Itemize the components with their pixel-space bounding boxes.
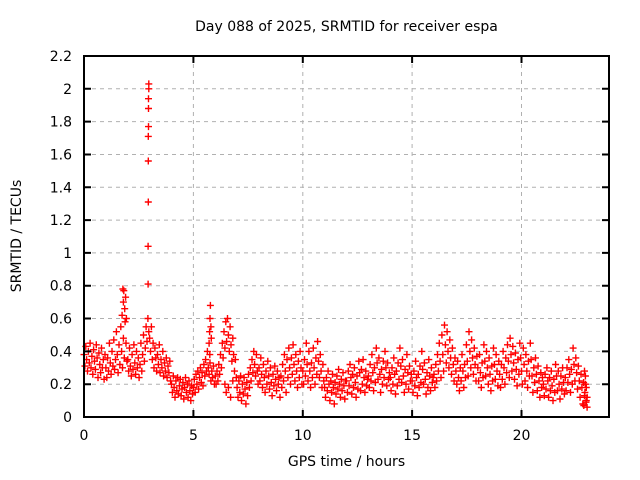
y-tick-label: 0.8 <box>50 279 72 295</box>
x-tick-label: 0 <box>80 428 89 444</box>
x-tick-label: 10 <box>294 428 312 444</box>
y-tick-label: 0 <box>63 410 72 426</box>
data-points <box>80 80 591 411</box>
x-tick-label: 5 <box>189 428 198 444</box>
plot-border <box>83 55 610 418</box>
y-tick-label: 0.4 <box>50 344 72 360</box>
y-tick-label: 1.8 <box>50 115 72 131</box>
chart-title: Day 088 of 2025, SRMTID for receiver esp… <box>195 19 498 35</box>
x-tick-label: 15 <box>403 428 421 444</box>
y-tick-label: 1.4 <box>50 180 72 196</box>
x-tick-label: 20 <box>513 428 531 444</box>
y-tick-label: 2 <box>63 82 72 98</box>
y-tick-label: 1.2 <box>50 213 72 229</box>
y-tick-label: 2.2 <box>50 49 72 65</box>
y-tick-label: 0.6 <box>50 312 72 328</box>
y-tick-label: 1.6 <box>50 148 72 164</box>
y-tick-label: 1 <box>63 246 72 262</box>
axis-ticks <box>83 55 609 418</box>
x-axis-label: GPS time / hours <box>287 454 406 470</box>
y-tick-label: 0.2 <box>50 377 72 393</box>
